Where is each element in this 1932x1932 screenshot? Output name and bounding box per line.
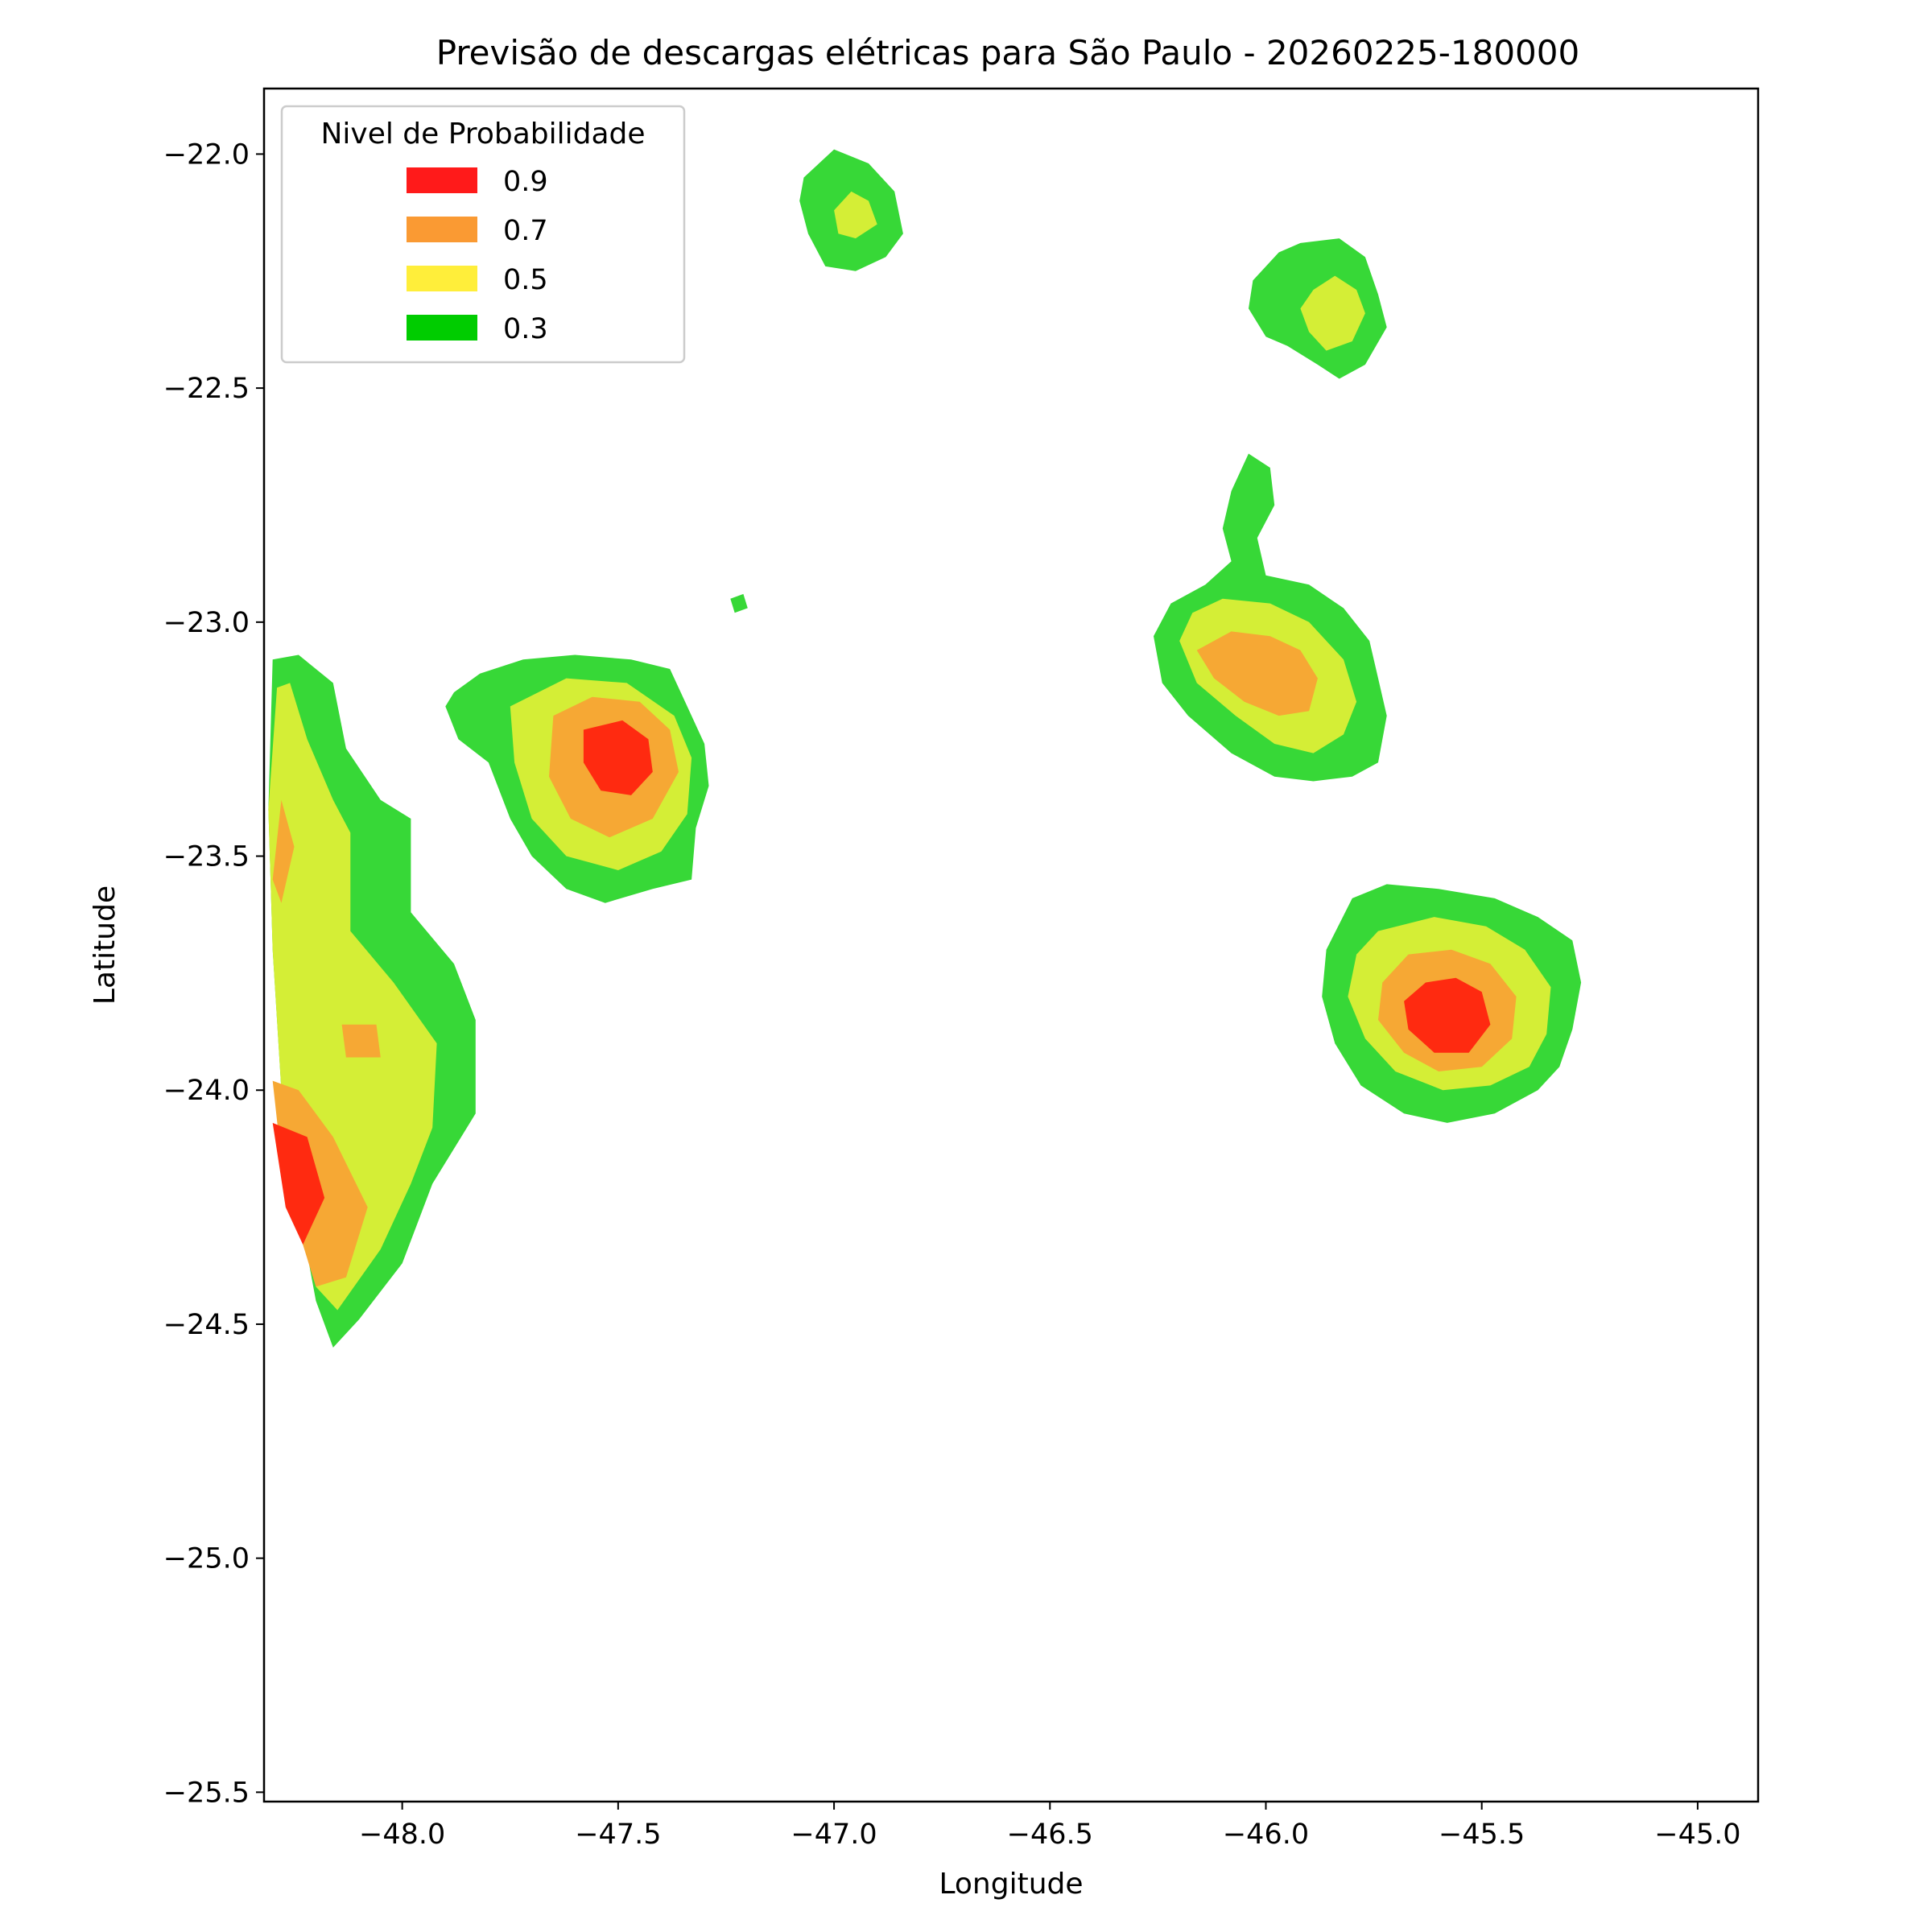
y-axis-label: Latitude <box>89 886 122 1005</box>
legend-label: 0.7 <box>503 215 548 247</box>
x-tick-label: −45.0 <box>1654 1818 1740 1851</box>
x-tick-label: −47.5 <box>575 1818 661 1851</box>
legend-entries: 0.9 0.7 0.5 0.3 <box>407 166 548 345</box>
y-tick-label: −24.5 <box>163 1309 250 1341</box>
east-central-cell-level-07 <box>1196 631 1318 716</box>
legend-swatch <box>407 217 477 242</box>
western-edge-band-level-07 <box>341 1024 381 1058</box>
legend-swatch <box>407 315 477 341</box>
x-axis-label: Longitude <box>939 1868 1083 1901</box>
x-tick-label: −48.0 <box>359 1818 445 1851</box>
northeast-cell-level-05 <box>1300 275 1365 351</box>
isolated-spot-level-03 <box>730 593 748 613</box>
x-tick-label: −46.0 <box>1223 1818 1309 1851</box>
y-tick-label: −24.0 <box>163 1075 250 1107</box>
plot-area <box>262 87 1760 1803</box>
west-central-cell-level-09 <box>583 720 653 795</box>
x-axis-ticks: −48.0 −47.5 −47.0 −46.5 −46.0 −45.5 −45.0 <box>359 1802 1741 1851</box>
northern-cell-level-05 <box>834 191 877 239</box>
western-edge-band-level-09 <box>272 1122 325 1245</box>
y-tick-label: −22.0 <box>163 138 250 171</box>
western-edge-band-level-07 <box>272 799 295 903</box>
southeast-cell-level-09 <box>1404 977 1491 1053</box>
y-tick-label: −23.5 <box>163 841 250 873</box>
legend-label: 0.5 <box>503 264 548 296</box>
y-tick-label: −25.5 <box>163 1777 250 1809</box>
x-tick-label: −47.0 <box>791 1818 877 1851</box>
chart-title: Previsão de descargas elétricas para São… <box>436 33 1579 72</box>
legend-box <box>280 105 686 364</box>
contour-fills <box>268 149 1582 1348</box>
y-tick-label: −25.0 <box>163 1543 250 1575</box>
y-tick-label: −22.5 <box>163 373 250 405</box>
x-tick-label: −45.5 <box>1439 1818 1525 1851</box>
y-tick-label: −23.0 <box>163 607 250 639</box>
legend-title: Nivel de Probabilidade <box>320 118 645 151</box>
axes-frame <box>262 87 1760 1803</box>
legend-label: 0.9 <box>503 166 548 198</box>
legend-label: 0.3 <box>503 313 548 345</box>
legend-swatch <box>407 266 477 291</box>
legend-swatch <box>407 167 477 193</box>
legend: Nivel de Probabilidade 0.9 0.7 0.5 0.3 <box>280 105 686 364</box>
x-tick-label: −46.5 <box>1007 1818 1093 1851</box>
y-axis-ticks: −22.0 −22.5 −23.0 −23.5 −24.0 −24.5 −25.0 −25.5 <box>163 138 264 1809</box>
